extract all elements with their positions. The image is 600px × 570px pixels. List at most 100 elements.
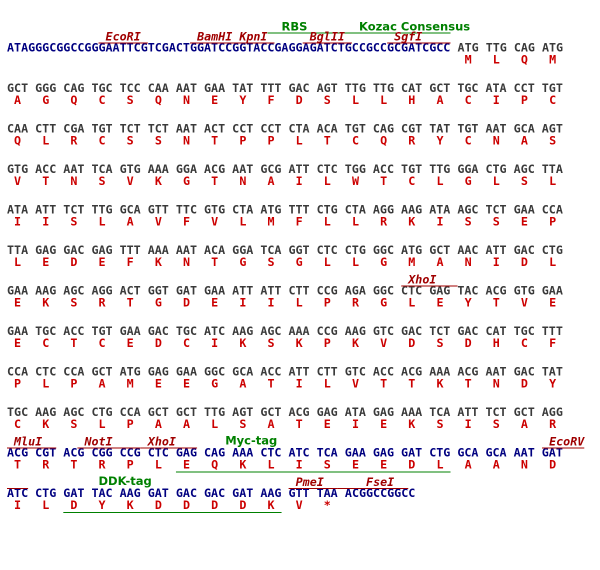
- amino-acid: M: [465, 53, 472, 67]
- amino-acid: T: [211, 174, 218, 188]
- amino-acid: S: [127, 93, 134, 107]
- amino-acid: S: [436, 417, 443, 431]
- amino-acid: K: [296, 336, 303, 350]
- amino-acid: D: [155, 336, 162, 350]
- amino-acid: K: [239, 458, 246, 472]
- amino-acid: L: [14, 255, 21, 269]
- amino-acid: L: [155, 458, 162, 472]
- amino-acid: I: [493, 93, 500, 107]
- amino-acid: K: [408, 215, 415, 229]
- amino-acid: M: [127, 377, 134, 391]
- amino-acid: V: [352, 377, 359, 391]
- amino-acid: N: [239, 174, 246, 188]
- amino-acid: N: [183, 255, 190, 269]
- dna-flank: ACGGCCGGCC: [345, 486, 415, 500]
- amino-acid: V: [380, 336, 387, 350]
- amino-acid: P: [14, 377, 21, 391]
- amino-acid: C: [99, 134, 106, 148]
- amino-acid: L: [99, 215, 106, 229]
- amino-acid: T: [70, 336, 77, 350]
- amino-acid: T: [465, 377, 472, 391]
- amino-acid: K: [155, 255, 162, 269]
- enzyme-site: PmeI: [296, 475, 324, 489]
- amino-acid: T: [70, 458, 77, 472]
- dna-codons: GTG ACC AAT TCA GTG AAA GGA ACG AAT GCG …: [7, 162, 563, 176]
- feature-label: Kozac Consensus: [359, 20, 470, 34]
- amino-acid: E: [380, 458, 387, 472]
- dna-codons: GAA TGC ACC TGT GAA GAC TGC ATC AAG AGC …: [7, 324, 563, 338]
- amino-acid: T: [408, 377, 415, 391]
- amino-acid: A: [127, 215, 134, 229]
- amino-acid: R: [352, 296, 360, 310]
- amino-acid: N: [465, 255, 472, 269]
- amino-acid: L: [436, 458, 443, 472]
- amino-acid: *: [324, 498, 331, 512]
- dna-codons: TTA GAG GAC GAG TTT AAA AAT ACA GGA TCA …: [7, 243, 563, 257]
- amino-acid: T: [296, 417, 303, 431]
- feature-label: DDK-tag: [99, 474, 152, 488]
- amino-acid: A: [14, 93, 21, 107]
- dna-codons: TGC AAG AGC CTG CCA GCT GCT TTG AGT GCT …: [7, 405, 563, 419]
- amino-acid: F: [296, 215, 303, 229]
- amino-acid: E: [183, 377, 190, 391]
- amino-acid: G: [239, 255, 246, 269]
- dna-flank: ATAGGGCGGCCGGGAATTCGTCGACTGGATCCGGTACCGA…: [7, 41, 450, 55]
- amino-acid: N: [183, 134, 190, 148]
- amino-acid: L: [296, 296, 303, 310]
- amino-acid: T: [211, 255, 218, 269]
- amino-acid: S: [493, 215, 500, 229]
- amino-acid: N: [493, 377, 500, 391]
- amino-acid: P: [239, 134, 246, 148]
- amino-acid: L: [352, 255, 359, 269]
- amino-acid: K: [42, 296, 49, 310]
- amino-acid: L: [211, 417, 218, 431]
- amino-acid: C: [465, 93, 472, 107]
- amino-acid: V: [521, 296, 528, 310]
- amino-acid: V: [127, 174, 134, 188]
- amino-acid: I: [42, 215, 49, 229]
- feature-label: RBS: [282, 20, 308, 34]
- amino-acid: E: [183, 458, 190, 472]
- amino-acid: E: [99, 255, 106, 269]
- enzyme-site: NotI: [83, 435, 112, 449]
- amino-acid: V: [296, 498, 303, 512]
- amino-acid: A: [465, 458, 472, 472]
- amino-acid: Y: [239, 93, 246, 107]
- amino-acid: P: [127, 417, 134, 431]
- amino-acid: E: [14, 296, 21, 310]
- amino-acid: P: [70, 377, 77, 391]
- amino-acid: C: [14, 417, 21, 431]
- amino-acid: H: [408, 93, 415, 107]
- amino-acid: E: [549, 296, 556, 310]
- amino-acid: S: [70, 296, 77, 310]
- amino-acid: T: [14, 458, 21, 472]
- amino-acid: E: [436, 296, 443, 310]
- amino-acid: L: [380, 93, 387, 107]
- amino-acid: H: [493, 336, 500, 350]
- amino-acid: F: [183, 215, 190, 229]
- amino-acid: T: [267, 377, 274, 391]
- amino-acid: I: [493, 255, 500, 269]
- amino-acid: S: [324, 93, 331, 107]
- amino-acid: A: [436, 93, 443, 107]
- amino-acid: Q: [380, 134, 387, 148]
- amino-acid: F: [549, 336, 556, 350]
- amino-acid: K: [42, 417, 49, 431]
- amino-acid: R: [42, 458, 50, 472]
- amino-acid: L: [99, 417, 106, 431]
- amino-acid: K: [239, 336, 246, 350]
- amino-acid: L: [42, 377, 49, 391]
- amino-acid: D: [465, 336, 472, 350]
- amino-acid: Y: [465, 296, 472, 310]
- amino-acid: L: [324, 377, 331, 391]
- amino-acid: N: [70, 174, 77, 188]
- amino-acid: P: [127, 458, 134, 472]
- amino-acid: I: [14, 498, 21, 512]
- amino-acid: L: [549, 255, 556, 269]
- amino-acid: G: [42, 93, 49, 107]
- amino-acid: E: [352, 458, 359, 472]
- amino-acid: A: [183, 417, 190, 431]
- enzyme-site: XhoI: [407, 273, 436, 287]
- amino-acid: D: [549, 458, 556, 472]
- amino-acid: L: [408, 296, 415, 310]
